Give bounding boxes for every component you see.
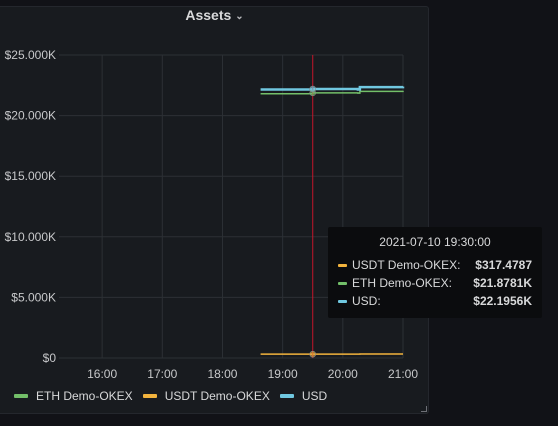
x-tick-label: 17:00	[147, 367, 177, 381]
hover-point-usdt-demo-okex	[309, 350, 317, 358]
tooltip-swatch-eth	[338, 281, 347, 285]
y-tick-label: $5.000K	[11, 290, 56, 304]
legend-item-usd[interactable]: USD	[279, 389, 328, 403]
hover-markers	[309, 85, 317, 358]
series-line-usd	[260, 85, 405, 91]
legend-label-usdt[interactable]: USDT Demo-OKEX	[164, 389, 270, 403]
tooltip-row-usdt: USDT Demo-OKEX: $317.4787	[338, 256, 532, 274]
tooltip-series-name: ETH Demo-OKEX:	[352, 276, 453, 290]
legend-swatch-eth	[14, 394, 28, 398]
tooltip-series-value: $22.1956K	[473, 294, 532, 308]
y-tick-label: $15.000K	[5, 169, 56, 183]
tooltip-row-usd: USD: $22.1956K	[338, 292, 532, 310]
x-tick-label: 16:00	[87, 367, 117, 381]
hover-tooltip: 2021-07-10 19:30:00 USDT Demo-OKEX: $317…	[328, 227, 542, 318]
resize-handle-icon[interactable]	[421, 406, 427, 412]
legend-swatch-usdt	[142, 394, 157, 398]
x-axis: 16:00 17:00 18:00 19:00 20:00 21:00	[87, 367, 418, 381]
tooltip-time: 2021-07-10 19:30:00	[379, 235, 491, 249]
panel-title-menu[interactable]: Assets ⌄	[0, 7, 429, 27]
y-tick-label: $10.000K	[5, 230, 56, 244]
y-tick-label: $0	[43, 351, 57, 365]
x-tick-label: 18:00	[207, 367, 237, 381]
assets-panel	[0, 6, 429, 414]
legend-label-usd[interactable]: USD	[301, 389, 328, 403]
legend-label-eth[interactable]: ETH Demo-OKEX	[36, 389, 133, 403]
tooltip-series-name: USDT Demo-OKEX:	[352, 258, 461, 272]
chart-legend: ETH Demo-OKEX USDT Demo-OKEX USD	[14, 389, 337, 403]
x-tick-label: 19:00	[268, 367, 298, 381]
x-tick-label: 21:00	[388, 367, 418, 381]
tooltip-swatch-usd	[338, 299, 347, 303]
x-tick-label: 20:00	[328, 367, 358, 381]
legend-swatch-usd	[279, 394, 294, 398]
tooltip-row-eth: ETH Demo-OKEX: $21.8781K	[338, 274, 532, 292]
chevron-down-icon[interactable]: ⌄	[235, 11, 244, 22]
panel-title[interactable]: Assets	[185, 7, 232, 23]
legend-item-usdt[interactable]: USDT Demo-OKEX	[142, 389, 270, 403]
y-tick-label: $20.000K	[5, 109, 56, 123]
series-line-eth-demo-okex	[260, 90, 404, 95]
tooltip-swatch-usdt	[338, 263, 347, 267]
y-axis: $25.000K $20.000K $15.000K $10.000K $5.000K $…	[5, 48, 57, 365]
tooltip-series-value: $317.4787	[475, 258, 532, 272]
tooltip-series-value: $21.8781K	[473, 276, 532, 290]
y-tick-label: $25.000K	[5, 48, 56, 62]
hover-point-usd	[309, 85, 317, 93]
tooltip-series-name: USD:	[352, 294, 381, 308]
legend-item-eth[interactable]: ETH Demo-OKEX	[14, 389, 133, 403]
